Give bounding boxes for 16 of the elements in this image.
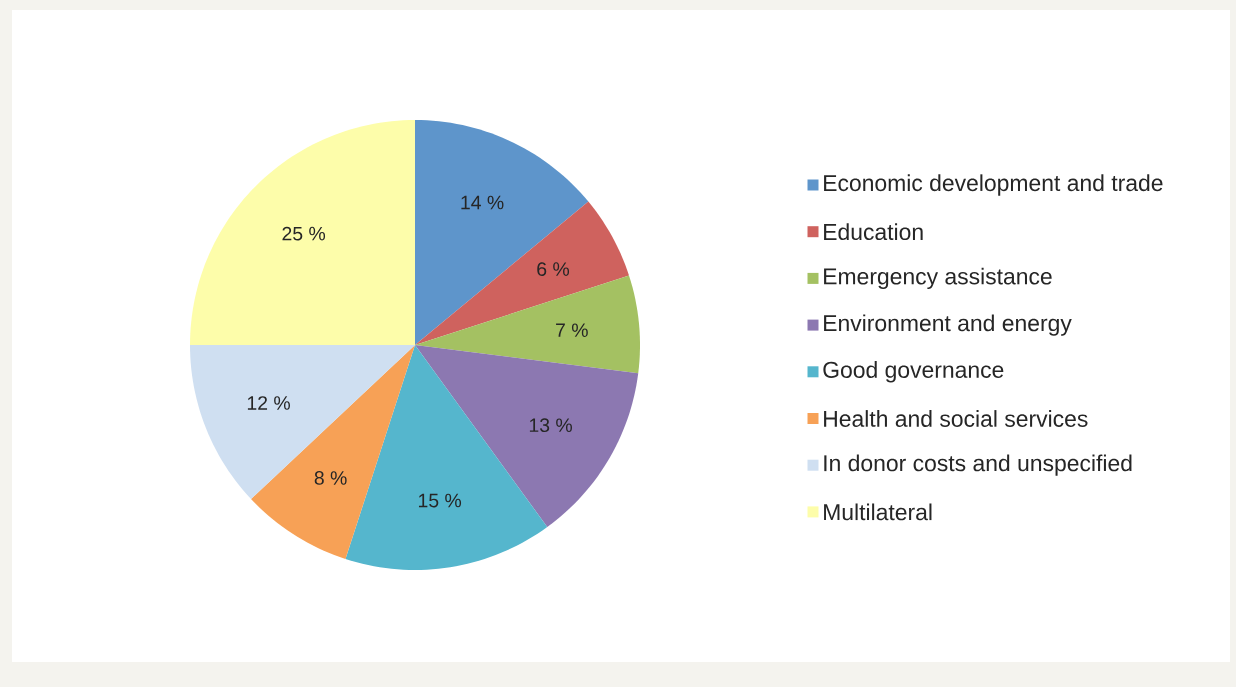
data-label: 13 % [529,418,572,433]
legend-label: Economic development and trade [824,174,1163,196]
data-label: 6 % [537,262,570,276]
legend-label: Multilateral [824,503,932,521]
data-label: 15 % [418,493,462,508]
legend-label: Education [824,223,923,241]
data-label: 8 % [314,471,347,485]
data-label: 7 % [556,323,588,337]
data-label: 14 % [461,195,504,210]
legend-label: In donor costs and unspecified [824,454,1132,476]
data-label: 12 % [247,396,290,410]
legend-label: Emergency assistance [824,267,1052,290]
data-label: 25 % [282,226,326,241]
legend-label: Health and social services [824,410,1088,427]
legend-label: Environment and energy [824,314,1072,336]
legend-label: Good governance [823,361,1004,383]
